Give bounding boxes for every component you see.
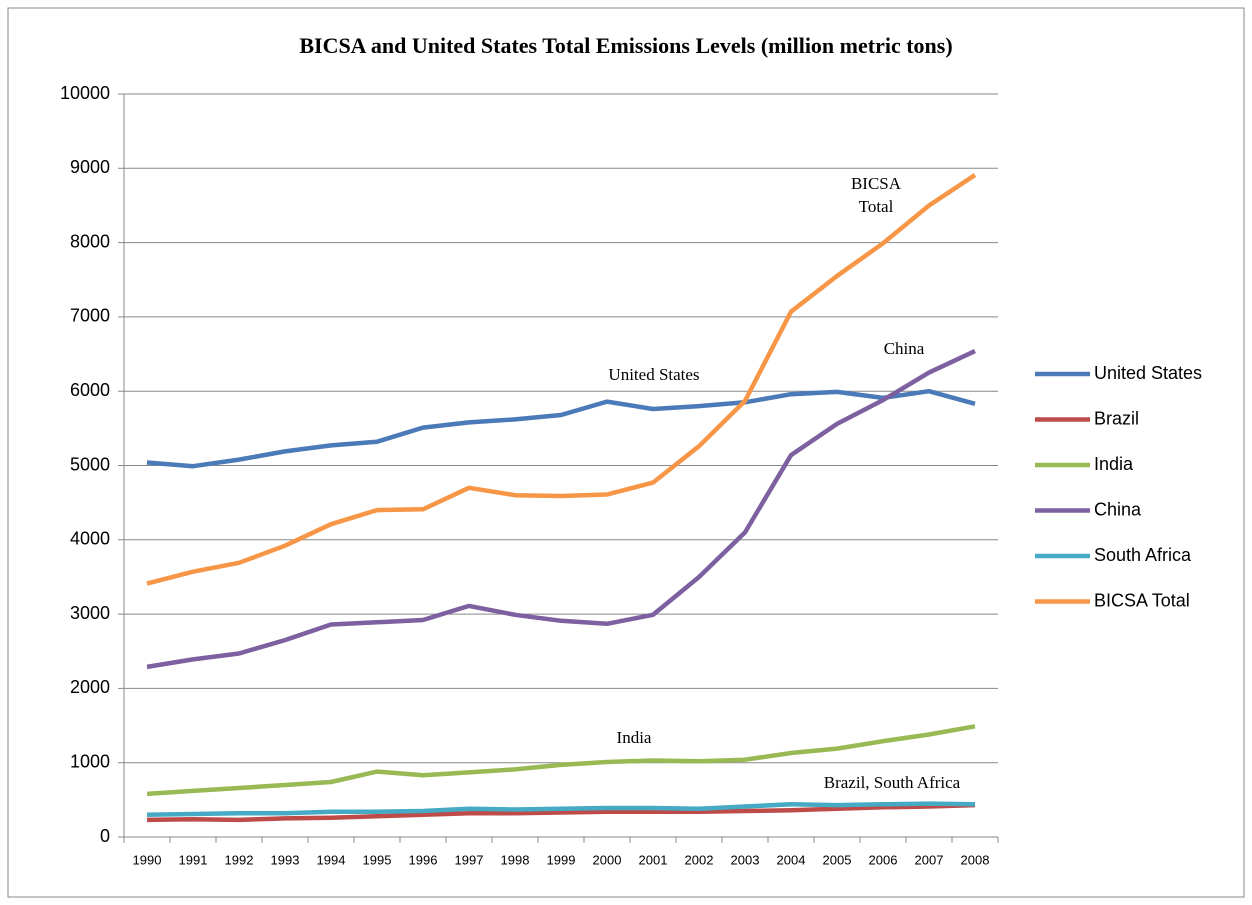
y-tick-label: 3000: [70, 603, 110, 623]
x-tick-label: 2005: [823, 852, 852, 867]
x-tick-label: 2003: [731, 852, 760, 867]
series-line: [146, 801, 976, 817]
annotation: India: [617, 728, 652, 747]
y-tick-label: 10000: [60, 83, 110, 103]
x-tick-label: 1995: [363, 852, 392, 867]
y-tick-label: 7000: [70, 306, 110, 326]
annotation: China: [884, 339, 925, 358]
series-line: [146, 802, 976, 823]
x-tick-label: 1991: [179, 852, 208, 867]
legend-label: South Africa: [1094, 545, 1192, 565]
y-tick-label: 9000: [70, 157, 110, 177]
x-tick-label: 2002: [685, 852, 714, 867]
legend-label: Brazil: [1094, 408, 1139, 428]
x-tick-label: 2007: [915, 852, 944, 867]
series-line: [146, 724, 976, 797]
annotation: United States: [608, 365, 699, 384]
y-tick-label: 5000: [70, 454, 110, 474]
chart-frame: [7, 7, 1245, 898]
x-tick-label: 1994: [317, 852, 346, 867]
annotation: BICSA: [851, 174, 902, 193]
y-tick-label: 4000: [70, 529, 110, 549]
legend-label: United States: [1094, 363, 1202, 383]
y-tick-label: 6000: [70, 380, 110, 400]
x-tick-label: 2008: [961, 852, 990, 867]
x-tick-label: 1999: [547, 852, 576, 867]
x-tick-label: 1998: [501, 852, 530, 867]
series-line: [146, 349, 976, 670]
x-tick-label: 1992: [225, 852, 254, 867]
series-line: [146, 388, 976, 469]
x-tick-label: 2004: [777, 852, 806, 867]
x-tick-label: 2006: [869, 852, 898, 867]
x-tick-label: 1997: [455, 852, 484, 867]
x-tick-label: 2001: [639, 852, 668, 867]
annotation: Brazil, South Africa: [824, 773, 961, 792]
y-tick-label: 2000: [70, 677, 110, 697]
annotation: Total: [859, 197, 894, 216]
series-line: [146, 173, 977, 586]
chart-title: BICSA and United States Total Emissions …: [299, 33, 952, 58]
y-tick-label: 0: [100, 826, 110, 846]
x-tick-label: 2000: [593, 852, 622, 867]
y-tick-label: 8000: [70, 231, 110, 251]
legend-label: China: [1094, 499, 1142, 519]
x-tick-label: 1993: [271, 852, 300, 867]
x-tick-label: 1990: [133, 852, 162, 867]
legend-label: BICSA Total: [1094, 590, 1190, 610]
y-tick-label: 1000: [70, 751, 110, 771]
x-tick-label: 1996: [409, 852, 438, 867]
legend-label: India: [1094, 454, 1134, 474]
